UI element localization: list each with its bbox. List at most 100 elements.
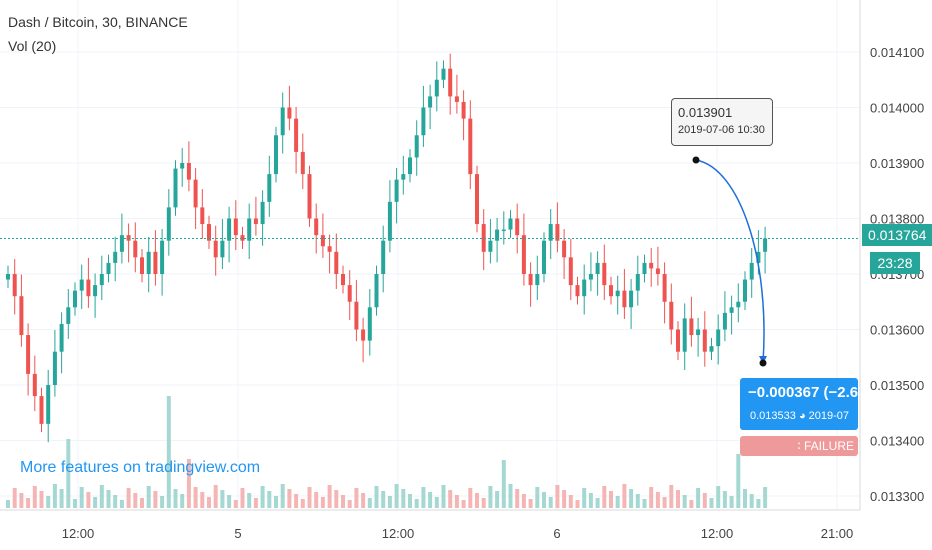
candle-body	[582, 279, 587, 297]
candle-body	[146, 251, 151, 274]
x-tick-label: 12:00	[382, 526, 415, 541]
volume-bar	[320, 497, 325, 508]
candle-body	[488, 240, 493, 252]
volume-bar	[300, 499, 305, 508]
x-tick-label: 5	[234, 526, 241, 541]
volume-bar	[240, 488, 245, 508]
candle-body	[635, 274, 640, 291]
candle-body	[361, 329, 366, 341]
candle-body	[287, 107, 292, 119]
sad-face-icon: ∶	[797, 439, 804, 453]
volume-bar	[468, 488, 473, 508]
volume-bar	[354, 488, 359, 508]
candle-body	[26, 335, 31, 374]
candle-body	[696, 329, 701, 336]
candle-body	[515, 218, 520, 236]
volume-bar	[66, 439, 71, 508]
candle-body	[468, 118, 473, 175]
candle-body	[622, 290, 627, 308]
candle-body	[501, 229, 506, 232]
candle-body	[52, 351, 57, 385]
volume-bar	[441, 485, 446, 508]
candle-body	[119, 235, 124, 252]
volume-bar	[260, 486, 265, 508]
candle-body	[240, 235, 245, 241]
volume-bar	[676, 490, 680, 508]
promo-link[interactable]: More features on tradingview.com	[20, 459, 261, 476]
volume-bar	[562, 490, 567, 508]
candle-body	[676, 329, 680, 352]
volume-bar	[247, 493, 252, 508]
volume-bar	[401, 489, 406, 508]
candle-body	[702, 329, 707, 352]
candle-body	[307, 174, 312, 219]
candle-body	[59, 323, 64, 352]
volume-bar	[669, 485, 674, 508]
last-price-badge: 0.013764	[862, 224, 932, 246]
volume-bar	[495, 491, 500, 508]
volume-bar	[86, 492, 91, 508]
candle-body	[682, 318, 687, 352]
volume-bar	[716, 486, 721, 508]
candle-body	[394, 179, 399, 202]
volume-bar	[629, 489, 634, 508]
candle-body	[106, 262, 111, 274]
chart-title: Dash / Bitcoin, 30, BINANCE	[8, 14, 188, 30]
volume-bar	[12, 488, 17, 508]
candle-body	[166, 207, 171, 241]
candle-body	[341, 274, 345, 286]
y-tick-label: 0.013900	[870, 156, 924, 171]
volume-bar	[327, 485, 332, 508]
candle-body	[521, 235, 526, 274]
volume-bar	[649, 487, 654, 508]
volume-bar	[501, 460, 506, 508]
candle-body	[280, 107, 285, 136]
volume-bar	[46, 496, 51, 508]
candle-body	[689, 318, 694, 336]
candle-body	[454, 96, 459, 102]
candle-body	[19, 296, 24, 336]
measure-result-box: −0.000367 (−2.6 0.013533 ◕ 2019-07	[740, 378, 858, 430]
candle-body	[200, 207, 205, 225]
candle-body	[421, 107, 426, 136]
volume-bar	[696, 488, 701, 508]
volume-bar	[334, 490, 339, 508]
volume-bar	[602, 486, 607, 508]
volume-indicator-label[interactable]: Vol (20)	[8, 38, 57, 54]
price-axis[interactable]: 0.0141000.0140000.0139000.0138000.013700…	[870, 45, 924, 504]
time-axis[interactable]: 12:00 5 12:00 6 12:00 21:00	[62, 526, 854, 541]
candle-body	[629, 290, 634, 308]
candle-body	[153, 251, 158, 274]
candlesticks	[6, 53, 768, 443]
volume-bar	[434, 497, 439, 508]
candle-body	[113, 251, 118, 263]
volume-bar	[32, 486, 37, 508]
volume-bar	[119, 500, 124, 508]
volume-bar	[79, 487, 84, 508]
volume-bar	[166, 396, 171, 508]
volume-bar	[193, 487, 198, 508]
volume-bar	[294, 494, 299, 508]
candle-body	[207, 224, 211, 241]
volume-bar	[421, 487, 426, 508]
candle-body	[709, 346, 714, 352]
volume-bar	[207, 497, 211, 508]
candle-body	[548, 224, 553, 241]
candle-body	[354, 301, 359, 330]
candle-body	[575, 285, 580, 297]
candle-body	[93, 285, 98, 297]
candle-body	[247, 218, 252, 241]
volume-bar	[448, 490, 453, 508]
measure-date: 2019-07	[808, 410, 850, 422]
y-tick-label: 0.013400	[870, 434, 924, 449]
candle-body	[12, 274, 17, 297]
candle-body	[381, 240, 386, 274]
candle-body	[743, 279, 747, 302]
candle-body	[294, 118, 299, 152]
volume-bar	[749, 494, 754, 508]
candle-body	[73, 290, 77, 308]
candle-body	[39, 396, 44, 424]
volume-bar	[347, 500, 352, 508]
tooltip-date: 2019-07-06 10:30	[678, 124, 765, 136]
volume-bar	[615, 496, 620, 508]
